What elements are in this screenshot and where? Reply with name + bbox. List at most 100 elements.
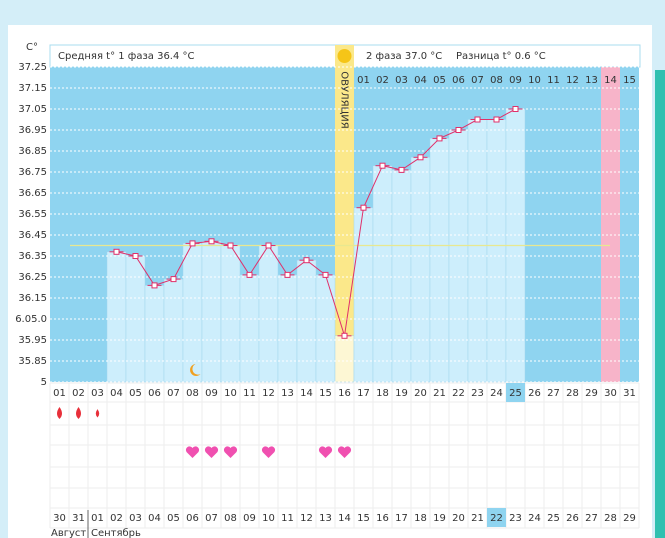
bar	[220, 245, 241, 383]
y-tick-label: 36.55	[18, 209, 47, 220]
calendar-date: 27	[585, 513, 598, 524]
marker	[322, 271, 329, 278]
bar	[429, 138, 450, 383]
month: Август	[51, 528, 86, 538]
x-tick-label: 09	[205, 388, 218, 399]
x-tick-label: 03	[91, 388, 104, 399]
y-tick-label: 5	[41, 377, 47, 388]
phase2-day: 11	[547, 75, 560, 86]
calendar-date: 06	[186, 513, 199, 524]
x-tick-label: 18	[376, 388, 389, 399]
marker	[455, 127, 462, 133]
calendar-date: 22	[490, 513, 503, 524]
marker	[132, 253, 139, 259]
calendar-date: 03	[129, 513, 142, 524]
y-tick-label: 36.25	[18, 272, 47, 283]
month: Сентябрь	[91, 528, 141, 538]
x-tick-label: 28	[566, 388, 579, 399]
bar	[144, 285, 165, 383]
calendar-date: 04	[148, 513, 161, 524]
x-tick-label: 29	[585, 388, 598, 399]
x-tick-label: 10	[224, 388, 237, 399]
y-tick-label: 6.05.0	[15, 314, 47, 325]
marker	[170, 276, 177, 283]
calendar-date: 17	[395, 513, 408, 524]
calendar-date: 14	[338, 513, 351, 524]
x-tick-label: 30	[604, 388, 617, 399]
x-tick-label: 21	[433, 388, 446, 399]
calendar-date: 23	[509, 513, 522, 524]
calendar-date: 21	[471, 513, 484, 524]
phase2-day: 14	[604, 75, 617, 86]
calendar-date: 08	[224, 513, 237, 524]
x-tick-label: 24	[490, 388, 503, 399]
phase2-day: 03	[395, 75, 408, 86]
y-tick-label: 36.15	[18, 293, 47, 304]
calendar-date: 02	[110, 513, 123, 524]
bar	[106, 251, 127, 383]
x-tick-label: 27	[547, 388, 560, 399]
heart-icon	[261, 446, 276, 458]
calendar-date: 01	[91, 513, 104, 524]
selected-date	[487, 508, 506, 527]
x-tick-label: 15	[319, 388, 332, 399]
drop-icon	[57, 407, 62, 419]
phase2-day: 10	[528, 75, 541, 86]
bar	[277, 274, 298, 383]
y-tick-label: 36.95	[18, 125, 47, 136]
bar	[315, 274, 336, 383]
heart-icon	[223, 446, 238, 458]
phase2-day: 07	[471, 75, 484, 86]
marker	[493, 116, 500, 123]
calendar-date: 07	[205, 513, 218, 524]
x-tick-label: 08	[186, 388, 199, 399]
y-tick-label: 37.05	[18, 104, 47, 115]
bar	[296, 259, 317, 383]
calendar-date: 20	[452, 513, 465, 524]
marker	[360, 204, 367, 211]
y-tick-label: 35.95	[18, 335, 47, 346]
bar	[163, 278, 184, 383]
calendar-date: 19	[433, 513, 446, 524]
marker	[284, 271, 291, 278]
marker	[113, 248, 120, 255]
calendar-date: 12	[300, 513, 313, 524]
calendar-date: 30	[53, 513, 66, 524]
calendar-date: 24	[528, 513, 541, 524]
heart-icon	[185, 446, 200, 458]
marker	[341, 332, 348, 339]
calendar-date: 09	[243, 513, 256, 524]
y-tick-label: 35.85	[18, 356, 47, 367]
calendar-date: 16	[376, 513, 389, 524]
y-tick-label: 37.25	[18, 62, 47, 73]
bar	[353, 207, 374, 383]
pink-column	[601, 67, 620, 382]
calendar-date: 13	[319, 513, 332, 524]
phase2-day: 02	[376, 75, 389, 86]
heart-icon	[204, 446, 219, 458]
marker	[303, 257, 310, 264]
diff-text: Разница t° 0.6 °C	[456, 51, 546, 62]
y-tick-label: 36.45	[18, 230, 47, 241]
y-tick-label: 36.65	[18, 188, 47, 199]
phase2-day: 12	[566, 75, 579, 86]
side-bar	[655, 70, 665, 538]
bar	[239, 274, 260, 383]
phase2-day: 15	[623, 75, 636, 86]
phase1-text: Средняя t° 1 фаза 36.4 °C	[58, 51, 195, 62]
calendar-date: 26	[566, 513, 579, 524]
phase2-day: 06	[452, 75, 465, 86]
phase2-text: 2 фаза 37.0 °C	[366, 51, 442, 62]
calendar-date: 25	[547, 513, 560, 524]
x-tick-label: 20	[414, 388, 427, 399]
drop-icon	[76, 407, 81, 419]
bar	[467, 119, 488, 383]
x-tick-label: 16	[338, 388, 351, 399]
calendar-date: 15	[357, 513, 370, 524]
marker	[474, 116, 481, 123]
calendar-date: 11	[281, 513, 294, 524]
x-tick-label: 11	[243, 388, 256, 399]
calendar-date: 18	[414, 513, 427, 524]
phase2-day: 01	[357, 75, 370, 86]
x-tick-label: 17	[357, 388, 370, 399]
